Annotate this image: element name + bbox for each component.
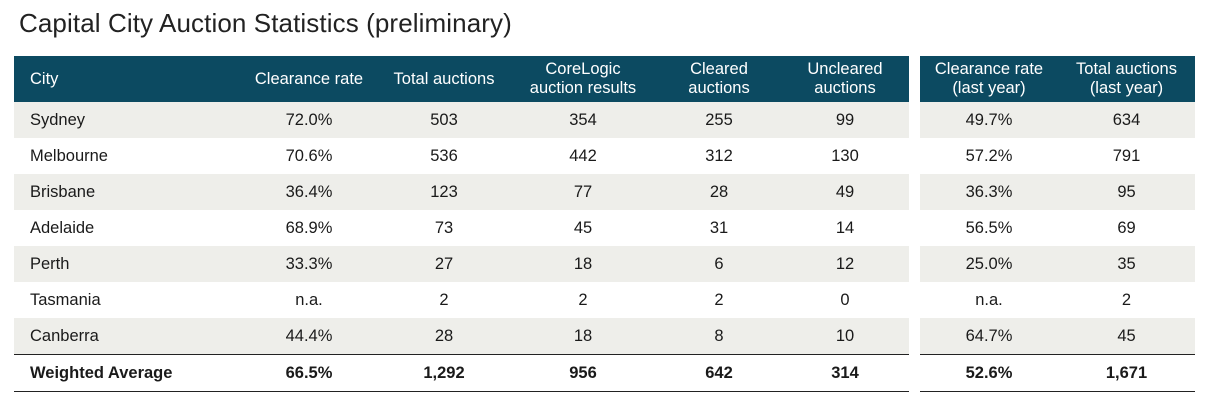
cell-cleared: 28 [709,182,729,201]
cell-corelogic: 442 [569,146,597,165]
side-table-row: 36.3% 95 [920,174,1195,210]
cell-uncleared: 99 [835,110,855,129]
cell-ly-clearance: n.a. [975,290,1003,309]
cell-city: Tasmania [30,290,101,309]
side-table-row: 49.7% 634 [920,102,1195,138]
cell-clearance-rate: 36.4% [285,182,333,201]
total-city: Weighted Average [30,363,173,382]
cell-ly-clearance: 36.3% [965,182,1013,201]
cell-ly-total: 791 [1112,146,1141,165]
cell-corelogic: 2 [578,290,588,309]
side-header-row: Clearance rate (last year) Total auctions… [920,56,1195,102]
total-total-auctions: 1,292 [423,363,465,382]
cell-city: Perth [30,254,70,273]
cell-city: Brisbane [30,182,96,201]
side-table-row: 25.0% 35 [920,246,1195,282]
cell-cleared: 8 [714,326,724,345]
auction-stats-table: City Clearance rate Total auctions CoreL… [14,56,909,392]
header-total-auctions: Total auctions [393,69,495,88]
header-clearance-rate-last-year: Clearance rate (last year) [934,60,1044,97]
cell-cleared: 255 [705,110,733,129]
side-table-row: 56.5% 69 [920,210,1195,246]
page-title: Capital City Auction Statistics (prelimi… [19,8,512,38]
table-row: Canberra 44.4% 28 18 8 10 [14,318,909,354]
cell-cleared: 6 [714,254,724,273]
cell-corelogic: 18 [573,254,593,273]
cell-corelogic: 18 [573,326,593,345]
total-cleared: 642 [705,363,733,382]
table-row: Sydney 72.0% 503 354 255 99 [14,102,909,138]
cell-ly-total: 634 [1112,110,1141,129]
header-corelogic-results: CoreLogic auction results [529,60,637,97]
cell-city: Sydney [30,110,86,129]
total-corelogic: 956 [569,363,597,382]
total-total-auctions-last-year: 1,671 [1105,363,1148,382]
cell-ly-clearance: 64.7% [965,326,1013,345]
cell-cleared: 312 [705,146,733,165]
table-row: Adelaide 68.9% 73 45 31 14 [14,210,909,246]
table-row: Melbourne 70.6% 536 442 312 130 [14,138,909,174]
cell-clearance-rate: 44.4% [285,326,333,345]
cell-ly-total: 95 [1117,182,1136,201]
cell-clearance-rate: 70.6% [285,146,333,165]
cell-clearance-rate: 33.3% [285,254,333,273]
cell-total-auctions: 28 [434,326,454,345]
table-header-row: City Clearance rate Total auctions CoreL… [14,56,909,102]
cell-city: Melbourne [30,146,108,165]
table-row: Perth 33.3% 27 18 6 12 [14,246,909,282]
cell-ly-clearance: 49.7% [965,110,1013,129]
cell-cleared: 2 [714,290,724,309]
side-table-row: 64.7% 45 [920,318,1195,354]
side-table-row: n.a. 2 [920,282,1195,318]
total-uncleared: 314 [831,363,859,382]
cell-ly-total: 69 [1117,218,1136,237]
total-clearance-rate-last-year: 52.6% [965,363,1013,382]
cell-total-auctions: 503 [430,110,458,129]
cell-clearance-rate: 68.9% [285,218,333,237]
cell-ly-total: 2 [1121,290,1132,309]
cell-uncleared: 12 [835,254,855,273]
side-table-row: 57.2% 791 [920,138,1195,174]
cell-city: Canberra [30,326,99,345]
cell-ly-clearance: 25.0% [965,254,1013,273]
cell-city: Adelaide [30,218,95,237]
cell-total-auctions: 27 [434,254,454,273]
total-clearance-rate: 66.5% [285,363,333,382]
cell-total-auctions: 536 [430,146,458,165]
cell-ly-clearance: 57.2% [965,146,1013,165]
cell-clearance-rate: 72.0% [285,110,333,129]
cell-corelogic: 45 [573,218,593,237]
cell-clearance-rate: n.a. [295,290,323,309]
weighted-average-row: Weighted Average 66.5% 1,292 956 642 314 [14,354,909,392]
cell-total-auctions: 2 [439,290,449,309]
table-row: Tasmania n.a. 2 2 2 0 [14,282,909,318]
cell-uncleared: 130 [831,146,859,165]
cell-total-auctions: 73 [434,218,454,237]
header-uncleared-auctions: Uncleared auctions [807,60,883,97]
header-cleared-auctions: Cleared auctions [688,60,750,97]
cell-ly-total: 35 [1117,254,1136,273]
cell-corelogic: 77 [573,182,593,201]
cell-corelogic: 354 [569,110,597,129]
table-row: Brisbane 36.4% 123 77 28 49 [14,174,909,210]
cell-uncleared: 0 [840,290,850,309]
header-city: City [30,69,59,88]
header-clearance-rate: Clearance rate [254,69,364,88]
cell-ly-clearance: 56.5% [965,218,1013,237]
cell-uncleared: 49 [835,182,855,201]
cell-uncleared: 10 [835,326,855,345]
cell-total-auctions: 123 [430,182,458,201]
cell-ly-total: 45 [1117,326,1136,345]
last-year-table: Clearance rate (last year) Total auctions… [920,56,1195,392]
cell-uncleared: 14 [835,218,855,237]
header-total-auctions-last-year: Total auctions (last year) [1076,60,1177,97]
cell-cleared: 31 [709,218,729,237]
side-weighted-average-row: 52.6% 1,671 [920,354,1195,392]
